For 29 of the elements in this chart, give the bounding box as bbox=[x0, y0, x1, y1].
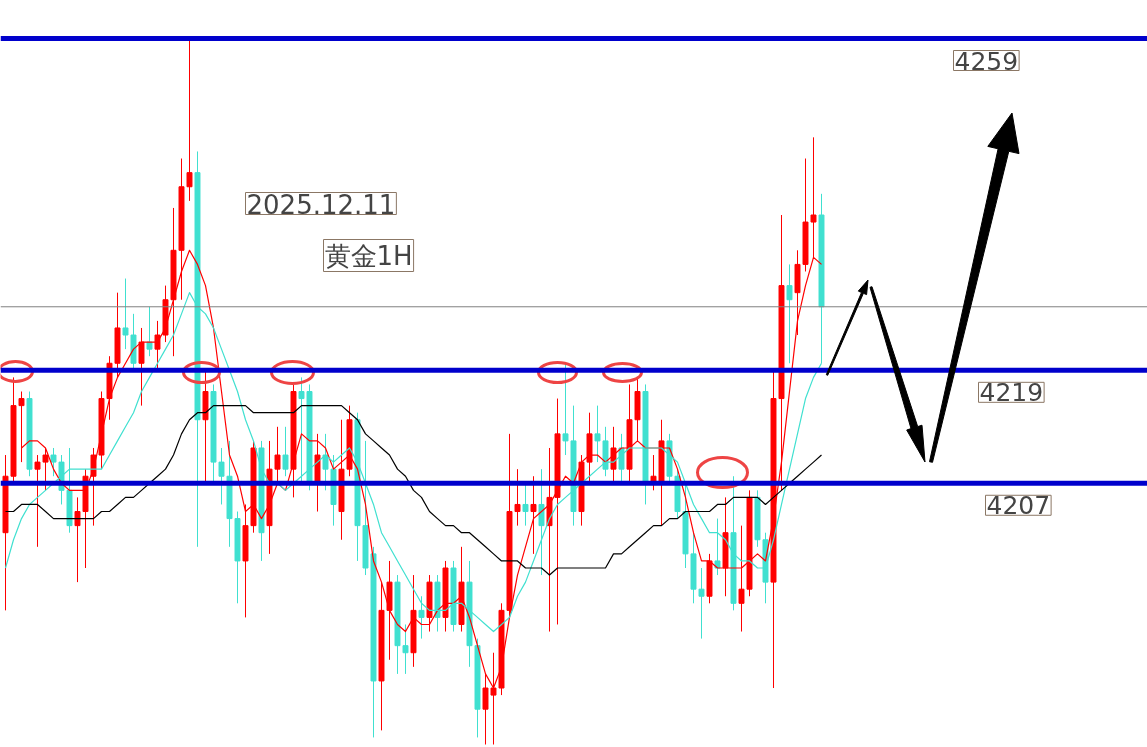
candlestick bbox=[402, 623, 409, 675]
candlestick bbox=[618, 433, 625, 484]
candlestick bbox=[530, 475, 537, 555]
text: 黄金1H bbox=[324, 240, 413, 271]
candlestick bbox=[562, 362, 569, 456]
candlestick bbox=[218, 447, 225, 505]
candlestick bbox=[322, 433, 329, 491]
candlestick bbox=[538, 468, 545, 576]
candlestick bbox=[282, 426, 289, 477]
candlestick bbox=[122, 278, 129, 350]
candlestick bbox=[138, 327, 145, 407]
candlestick bbox=[154, 320, 161, 371]
candlestick bbox=[610, 426, 617, 484]
candlestick bbox=[90, 447, 97, 527]
candlestick bbox=[274, 426, 281, 484]
text: 4259 bbox=[954, 46, 1019, 76]
text: 4207 bbox=[986, 491, 1051, 521]
candlestick bbox=[186, 38, 193, 202]
candlestick bbox=[714, 518, 721, 576]
candlestick bbox=[146, 306, 153, 357]
candlestick bbox=[738, 525, 745, 633]
candlestick bbox=[42, 447, 49, 491]
candlestick bbox=[786, 263, 793, 364]
candlestick bbox=[34, 454, 41, 548]
candlestick bbox=[698, 567, 705, 640]
candlestick bbox=[50, 447, 57, 477]
text: 2025.12.11 bbox=[246, 189, 396, 220]
candlestick bbox=[594, 405, 601, 463]
text: 4219 bbox=[979, 378, 1044, 408]
